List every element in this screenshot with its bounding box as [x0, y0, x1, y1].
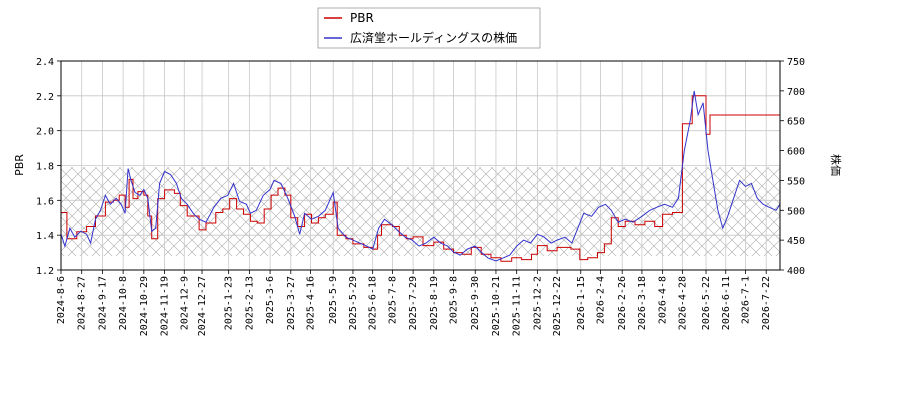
y-tick-label-left: 2.0 — [36, 127, 54, 138]
ticks: 2024-8-6 2024-8-27 2024-9-17 2024-10-8 2024-… — [36, 57, 805, 336]
y-tick-label-right: 400 — [787, 266, 805, 277]
x-tick-label: 2025-7-29 — [408, 276, 419, 330]
y-tick-label-right: 450 — [787, 236, 805, 247]
x-tick-label: 2025-5-29 — [348, 276, 359, 330]
x-tick-label: 2026-5-22 — [701, 276, 712, 330]
x-tick-label: 2026-7-22 — [761, 276, 772, 330]
x-tick-label: 2025-3-6 — [265, 276, 276, 324]
x-tick-label: 2026-7-1 — [740, 276, 751, 324]
x-tick-label: 2024-8-27 — [77, 276, 88, 330]
x-tick-label: 2024-8-6 — [56, 276, 67, 324]
x-tick-label: 2025-3-27 — [286, 276, 297, 330]
y-tick-label-left: 1.2 — [36, 266, 54, 277]
x-tick-label: 2025-1-23 — [224, 276, 235, 330]
x-tick-label: 2025-9-8 — [449, 276, 460, 324]
x-tick-label: 2025-4-16 — [306, 276, 317, 330]
x-tick-label: 2025-9-30 — [470, 276, 481, 330]
x-tick-label: 2024-10-8 — [118, 276, 129, 330]
x-tick-label: 2024-11-19 — [160, 276, 171, 336]
x-tick-label: 2026-3-18 — [637, 276, 648, 330]
y-tick-label-left: 2.4 — [36, 57, 54, 68]
x-tick-label: 2025-11-11 — [512, 276, 523, 336]
x-tick-label: 2025-10-21 — [491, 276, 502, 336]
x-tick-label: 2026-4-28 — [677, 276, 688, 330]
y-tick-label-right: 600 — [787, 147, 805, 158]
y-tick-label-left: 2.2 — [36, 92, 54, 103]
y-axis-label-left: PBR — [13, 154, 26, 176]
x-tick-label: 2026-6-11 — [721, 276, 732, 330]
x-tick-label: 2026-2-4 — [595, 276, 606, 324]
x-tick-label: 2025-12-2 — [532, 276, 543, 330]
legend-box — [317, 7, 541, 49]
y-tick-label-left: 1.6 — [36, 196, 54, 207]
x-tick-label: 2025-2-13 — [244, 276, 255, 330]
x-tick-label: 2025-8-19 — [429, 276, 440, 330]
x-tick-label: 2025-5-9 — [328, 276, 339, 324]
x-tick-label: 2026-2-26 — [617, 276, 628, 330]
x-tick-label: 2026-1-15 — [576, 276, 587, 330]
shaded-band — [61, 167, 780, 257]
series-line-price — [61, 90, 780, 262]
legend-label-pbr: PBR — [350, 11, 374, 25]
y-tick-label-right: 700 — [787, 87, 805, 98]
y-tick-label-left: 1.8 — [36, 162, 54, 173]
y-tick-label-right: 650 — [787, 117, 805, 128]
x-tick-label: 2024-9-17 — [97, 276, 108, 330]
x-tick-label: 2025-12-22 — [552, 276, 563, 336]
y-tick-label-right: 500 — [787, 206, 805, 217]
y-tick-label-left: 1.4 — [36, 231, 54, 242]
y-tick-label-right: 750 — [787, 57, 805, 68]
x-tick-label: 2025-6-18 — [368, 276, 379, 330]
y-axis-label-right: 株価 — [829, 154, 843, 176]
x-tick-label: 2024-12-9 — [179, 276, 190, 330]
legend-label-price: 広済堂ホールディングスの株価 — [350, 30, 517, 45]
y-tick-label-right: 550 — [787, 176, 805, 187]
x-tick-label: 2024-10-29 — [139, 276, 150, 336]
series-lines — [61, 90, 780, 262]
legend: PBR 広済堂ホールディングスの株価 — [317, 7, 541, 49]
x-tick-label: 2025-7-8 — [387, 276, 398, 324]
x-tick-label: 2026-4-8 — [658, 276, 669, 324]
x-tick-label: 2024-12-27 — [197, 276, 208, 336]
